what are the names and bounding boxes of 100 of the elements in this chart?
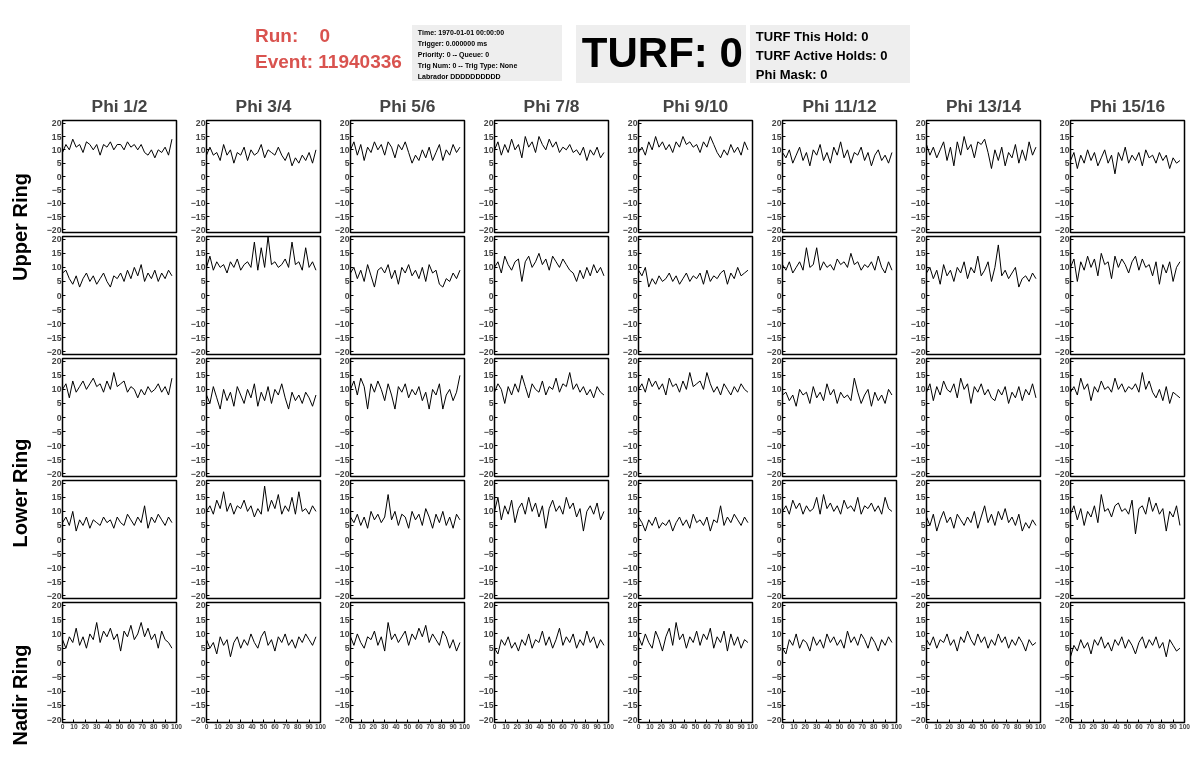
y-tick-label: −10 (334, 440, 350, 451)
y-tick-label: 15 (483, 131, 494, 142)
y-tick-label: −5 (483, 304, 494, 315)
y-tick-label: −20 (1054, 468, 1070, 479)
y-tick-label: 20 (51, 478, 62, 489)
y-tick-label: −15 (1054, 454, 1070, 465)
y-tick-label: 20 (771, 478, 782, 489)
y-tick-label: 5 (920, 276, 926, 287)
y-tick-label: −5 (51, 304, 62, 315)
y-tick-label: 20 (915, 118, 926, 129)
y-tick-label: −10 (334, 198, 350, 209)
y-tick-label: −10 (190, 440, 206, 451)
y-tick-label: 0 (488, 412, 494, 423)
text: TURF: 0 (575, 25, 746, 83)
y-tick-label: −15 (46, 211, 62, 222)
y-tick-label: 0 (488, 534, 494, 545)
y-tick-label: 15 (483, 370, 494, 381)
y-tick-label: 20 (1059, 600, 1070, 611)
y-tick-label: −10 (478, 562, 494, 573)
y-tick-label: −15 (334, 454, 350, 465)
y-tick-label: 15 (51, 614, 62, 625)
y-tick-label: 5 (200, 520, 206, 531)
y-tick-label: −20 (46, 224, 62, 235)
y-tick-label: 20 (483, 234, 494, 245)
y-tick-label: −15 (622, 576, 638, 587)
y-tick-label: −5 (915, 548, 926, 559)
y-tick-label: −20 (766, 714, 782, 725)
y-tick-label: −15 (478, 454, 494, 465)
y-tick-label: −15 (46, 332, 62, 343)
y-tick-label: 5 (632, 398, 638, 409)
y-tick-label: 5 (632, 520, 638, 531)
y-tick-label: −15 (46, 454, 62, 465)
y-tick-label: −5 (627, 184, 638, 195)
chart-title: Phi 3/4 (235, 95, 292, 116)
y-tick-label: 10 (195, 144, 206, 155)
y-tick-label: −5 (51, 426, 62, 437)
y-tick-label: −20 (622, 346, 638, 357)
y-tick-label: 15 (627, 370, 638, 381)
y-tick-label: 15 (339, 248, 350, 259)
y-tick-label: 5 (56, 158, 62, 169)
y-tick-label: −10 (910, 318, 926, 329)
y-tick-label: 20 (51, 600, 62, 611)
y-tick-label: 20 (915, 600, 926, 611)
y-tick-label: 5 (776, 276, 782, 287)
y-tick-label: 15 (1059, 370, 1070, 381)
y-tick-label: −15 (766, 454, 782, 465)
text: Run: 0 (255, 25, 330, 46)
y-tick-label: 5 (344, 520, 350, 531)
y-tick-label: −15 (190, 454, 206, 465)
y-tick-label: −15 (622, 700, 638, 711)
y-tick-label: 20 (771, 356, 782, 367)
y-tick-label: −20 (622, 590, 638, 601)
y-tick-label: −5 (195, 184, 206, 195)
y-tick-label: −15 (478, 211, 494, 222)
y-tick-label: −5 (339, 548, 350, 559)
y-tick-label: 15 (195, 614, 206, 625)
y-tick-label: 0 (1064, 412, 1070, 423)
y-tick-label: −20 (910, 714, 926, 725)
y-tick-label: −20 (766, 590, 782, 601)
y-tick-label: 5 (200, 158, 206, 169)
y-tick-label: −5 (195, 548, 206, 559)
y-tick-label: −15 (190, 211, 206, 222)
y-tick-label: −10 (190, 686, 206, 697)
y-tick-label: 10 (51, 144, 62, 155)
y-tick-label: 20 (339, 234, 350, 245)
y-tick-label: −5 (483, 426, 494, 437)
y-tick-label: −15 (1054, 700, 1070, 711)
y-tick-label: 15 (771, 370, 782, 381)
y-tick-label: −5 (1059, 304, 1070, 315)
y-tick-label: −15 (46, 576, 62, 587)
y-tick-label: −15 (766, 576, 782, 587)
y-tick-label: 15 (915, 614, 926, 625)
y-tick-label: 20 (627, 234, 638, 245)
y-tick-label: 15 (51, 248, 62, 259)
y-tick-label: −10 (1054, 318, 1070, 329)
y-tick-label: 0 (920, 412, 926, 423)
y-tick-label: −10 (190, 318, 206, 329)
y-tick-label: 10 (1059, 384, 1070, 395)
y-tick-label: 15 (51, 131, 62, 142)
y-tick-label: −5 (1059, 548, 1070, 559)
y-tick-label: 20 (51, 234, 62, 245)
y-tick-label: −10 (766, 562, 782, 573)
y-tick-label: 5 (632, 158, 638, 169)
chart-title: Phi 1/2 (91, 95, 148, 116)
y-tick-label: 5 (776, 158, 782, 169)
y-tick-label: 0 (56, 412, 62, 423)
y-tick-label: −5 (627, 548, 638, 559)
y-tick-label: 0 (920, 290, 926, 301)
y-tick-label: −15 (622, 454, 638, 465)
y-tick-label: −10 (1054, 198, 1070, 209)
y-tick-label: 20 (1059, 356, 1070, 367)
y-tick-label: 0 (776, 412, 782, 423)
y-tick-label: 0 (488, 657, 494, 668)
y-tick-label: −10 (1054, 562, 1070, 573)
y-tick-label: −10 (334, 318, 350, 329)
y-tick-label: −5 (627, 671, 638, 682)
y-tick-label: −20 (1054, 590, 1070, 601)
y-tick-label: 15 (339, 131, 350, 142)
y-tick-label: 20 (195, 234, 206, 245)
y-tick-label: 5 (200, 643, 206, 654)
